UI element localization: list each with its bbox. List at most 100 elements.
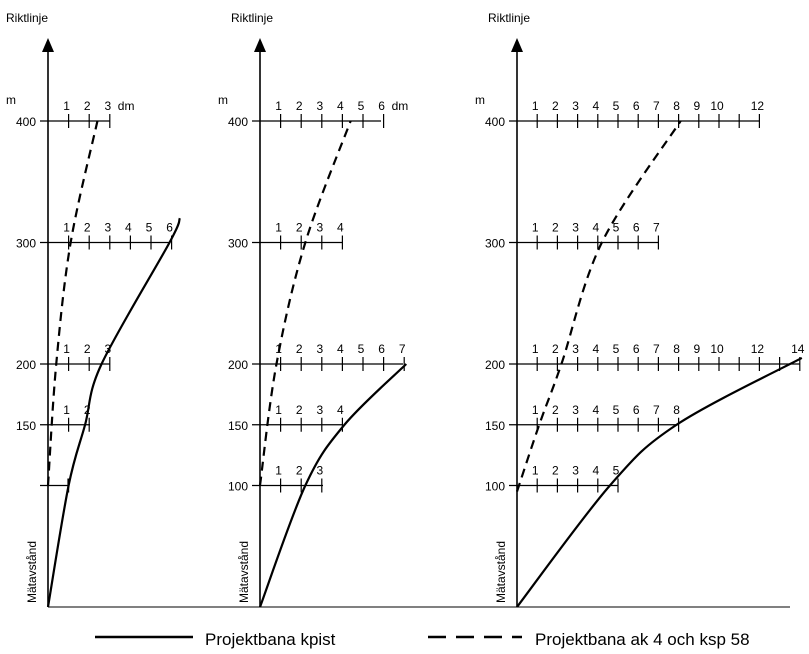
- tick-label: 1: [63, 99, 70, 113]
- axis-arrow-icon: [254, 38, 266, 52]
- tick-label: 2: [84, 221, 91, 235]
- distance-label: 400: [16, 115, 36, 129]
- tick-label: 1: [275, 403, 282, 417]
- row-300: 300 1 2 3 4 5 6 7: [485, 221, 660, 251]
- tick-label: 2: [296, 99, 303, 113]
- tick-label: 12: [751, 342, 765, 356]
- tick-label: 3: [316, 221, 323, 235]
- tick-label: 8: [673, 403, 680, 417]
- row-300: 300 1 2 3 4: [228, 221, 344, 251]
- tick-label: 4: [592, 342, 599, 356]
- y-unit-label: m: [475, 93, 485, 107]
- distance-label: 150: [16, 419, 36, 433]
- vertical-label: Mätavstånd: [237, 541, 251, 603]
- tick-label: 1: [532, 342, 539, 356]
- distance-label: 200: [16, 358, 36, 372]
- tick-label: 3: [572, 99, 579, 113]
- dashed-trajectory-curve: [515, 120, 682, 492]
- tick-label: 4: [337, 221, 344, 235]
- tick-label: 8: [673, 342, 680, 356]
- tick-label: 2: [552, 464, 559, 478]
- y-unit-label: m: [6, 93, 16, 107]
- tick-label: 10: [710, 342, 724, 356]
- solid-trajectory-curve: [46, 217, 181, 608]
- tick-label: 3: [316, 342, 323, 356]
- tick-label: 3: [316, 403, 323, 417]
- tick-label: 1: [63, 403, 70, 417]
- distance-label: 300: [16, 237, 36, 251]
- tick-label: 3: [572, 464, 579, 478]
- distance-label: 200: [228, 358, 248, 372]
- tick-label: 5: [146, 221, 153, 235]
- tick-label: 9: [693, 342, 700, 356]
- tick-label: 3: [316, 99, 323, 113]
- tick-label: 9: [693, 99, 700, 113]
- axis-arrow-icon: [511, 38, 523, 52]
- row-400: 400 1 2 3 dm: [16, 99, 135, 129]
- solid-trajectory-curve: [516, 356, 803, 608]
- tick-label: 7: [653, 99, 660, 113]
- distance-label: 300: [228, 237, 248, 251]
- dashed-trajectory-curve: [258, 120, 352, 486]
- tick-label: 1: [532, 221, 539, 235]
- tick-label: 3: [572, 221, 579, 235]
- tick-label: 1: [275, 221, 282, 235]
- dashed-trajectory-curve: [46, 120, 99, 486]
- tick-label: 6: [378, 99, 385, 113]
- tick-label: 6: [378, 342, 385, 356]
- tick-label: 4: [592, 221, 599, 235]
- tick-label: 3: [104, 221, 111, 235]
- legend-dashed-label: Projektbana ak 4 och ksp 58: [535, 630, 750, 649]
- row-150: 150 1 2 3 4: [228, 403, 344, 433]
- tick-label: 3: [104, 99, 111, 113]
- tick-label: 2: [296, 221, 303, 235]
- tick-label: 5: [358, 342, 365, 356]
- tick-label: 2: [296, 342, 303, 356]
- tick-label: 12: [751, 99, 765, 113]
- tick-label: 1: [63, 342, 70, 356]
- legend-solid-label: Projektbana kpist: [205, 630, 336, 649]
- tick-label: 5: [613, 221, 620, 235]
- tick-label: 4: [337, 403, 344, 417]
- tick-label: 2: [552, 99, 559, 113]
- tick-label: 5: [358, 99, 365, 113]
- tick-label: 1: [532, 99, 539, 113]
- distance-label: 100: [485, 480, 505, 494]
- tick-label: 7: [653, 221, 660, 235]
- tick-label: 4: [592, 99, 599, 113]
- tick-label: 2: [552, 221, 559, 235]
- tick-label: 3: [316, 464, 323, 478]
- row-300: 300 1 2 3 4 5 6: [16, 221, 173, 251]
- tick-label: 2: [552, 342, 559, 356]
- row-100: [40, 478, 70, 493]
- tick-label: 1: [275, 464, 282, 478]
- tick-label: 5: [613, 99, 620, 113]
- tick-label: 5: [613, 403, 620, 417]
- tick-label: 2: [84, 99, 91, 113]
- tick-label: 4: [592, 403, 599, 417]
- tick-label: 3: [572, 403, 579, 417]
- distance-label: 150: [485, 419, 505, 433]
- tick-label: 6: [633, 99, 640, 113]
- tick-label: 1: [275, 99, 282, 113]
- x-unit-label: dm: [392, 99, 409, 113]
- tick-label: 2: [84, 342, 91, 356]
- vertical-label: Mätavstånd: [25, 541, 39, 603]
- tick-label: 4: [337, 342, 344, 356]
- panel-title: Riktlinje: [6, 11, 48, 25]
- tick-label: 5: [613, 464, 620, 478]
- tick-label: 2: [552, 403, 559, 417]
- panel-title: Riktlinje: [231, 11, 273, 25]
- distance-label: 150: [228, 419, 248, 433]
- distance-label: 400: [228, 115, 248, 129]
- distance-label: 200: [485, 358, 505, 372]
- distance-label: 100: [228, 480, 248, 494]
- tick-label: 6: [633, 342, 640, 356]
- tick-label: 5: [613, 342, 620, 356]
